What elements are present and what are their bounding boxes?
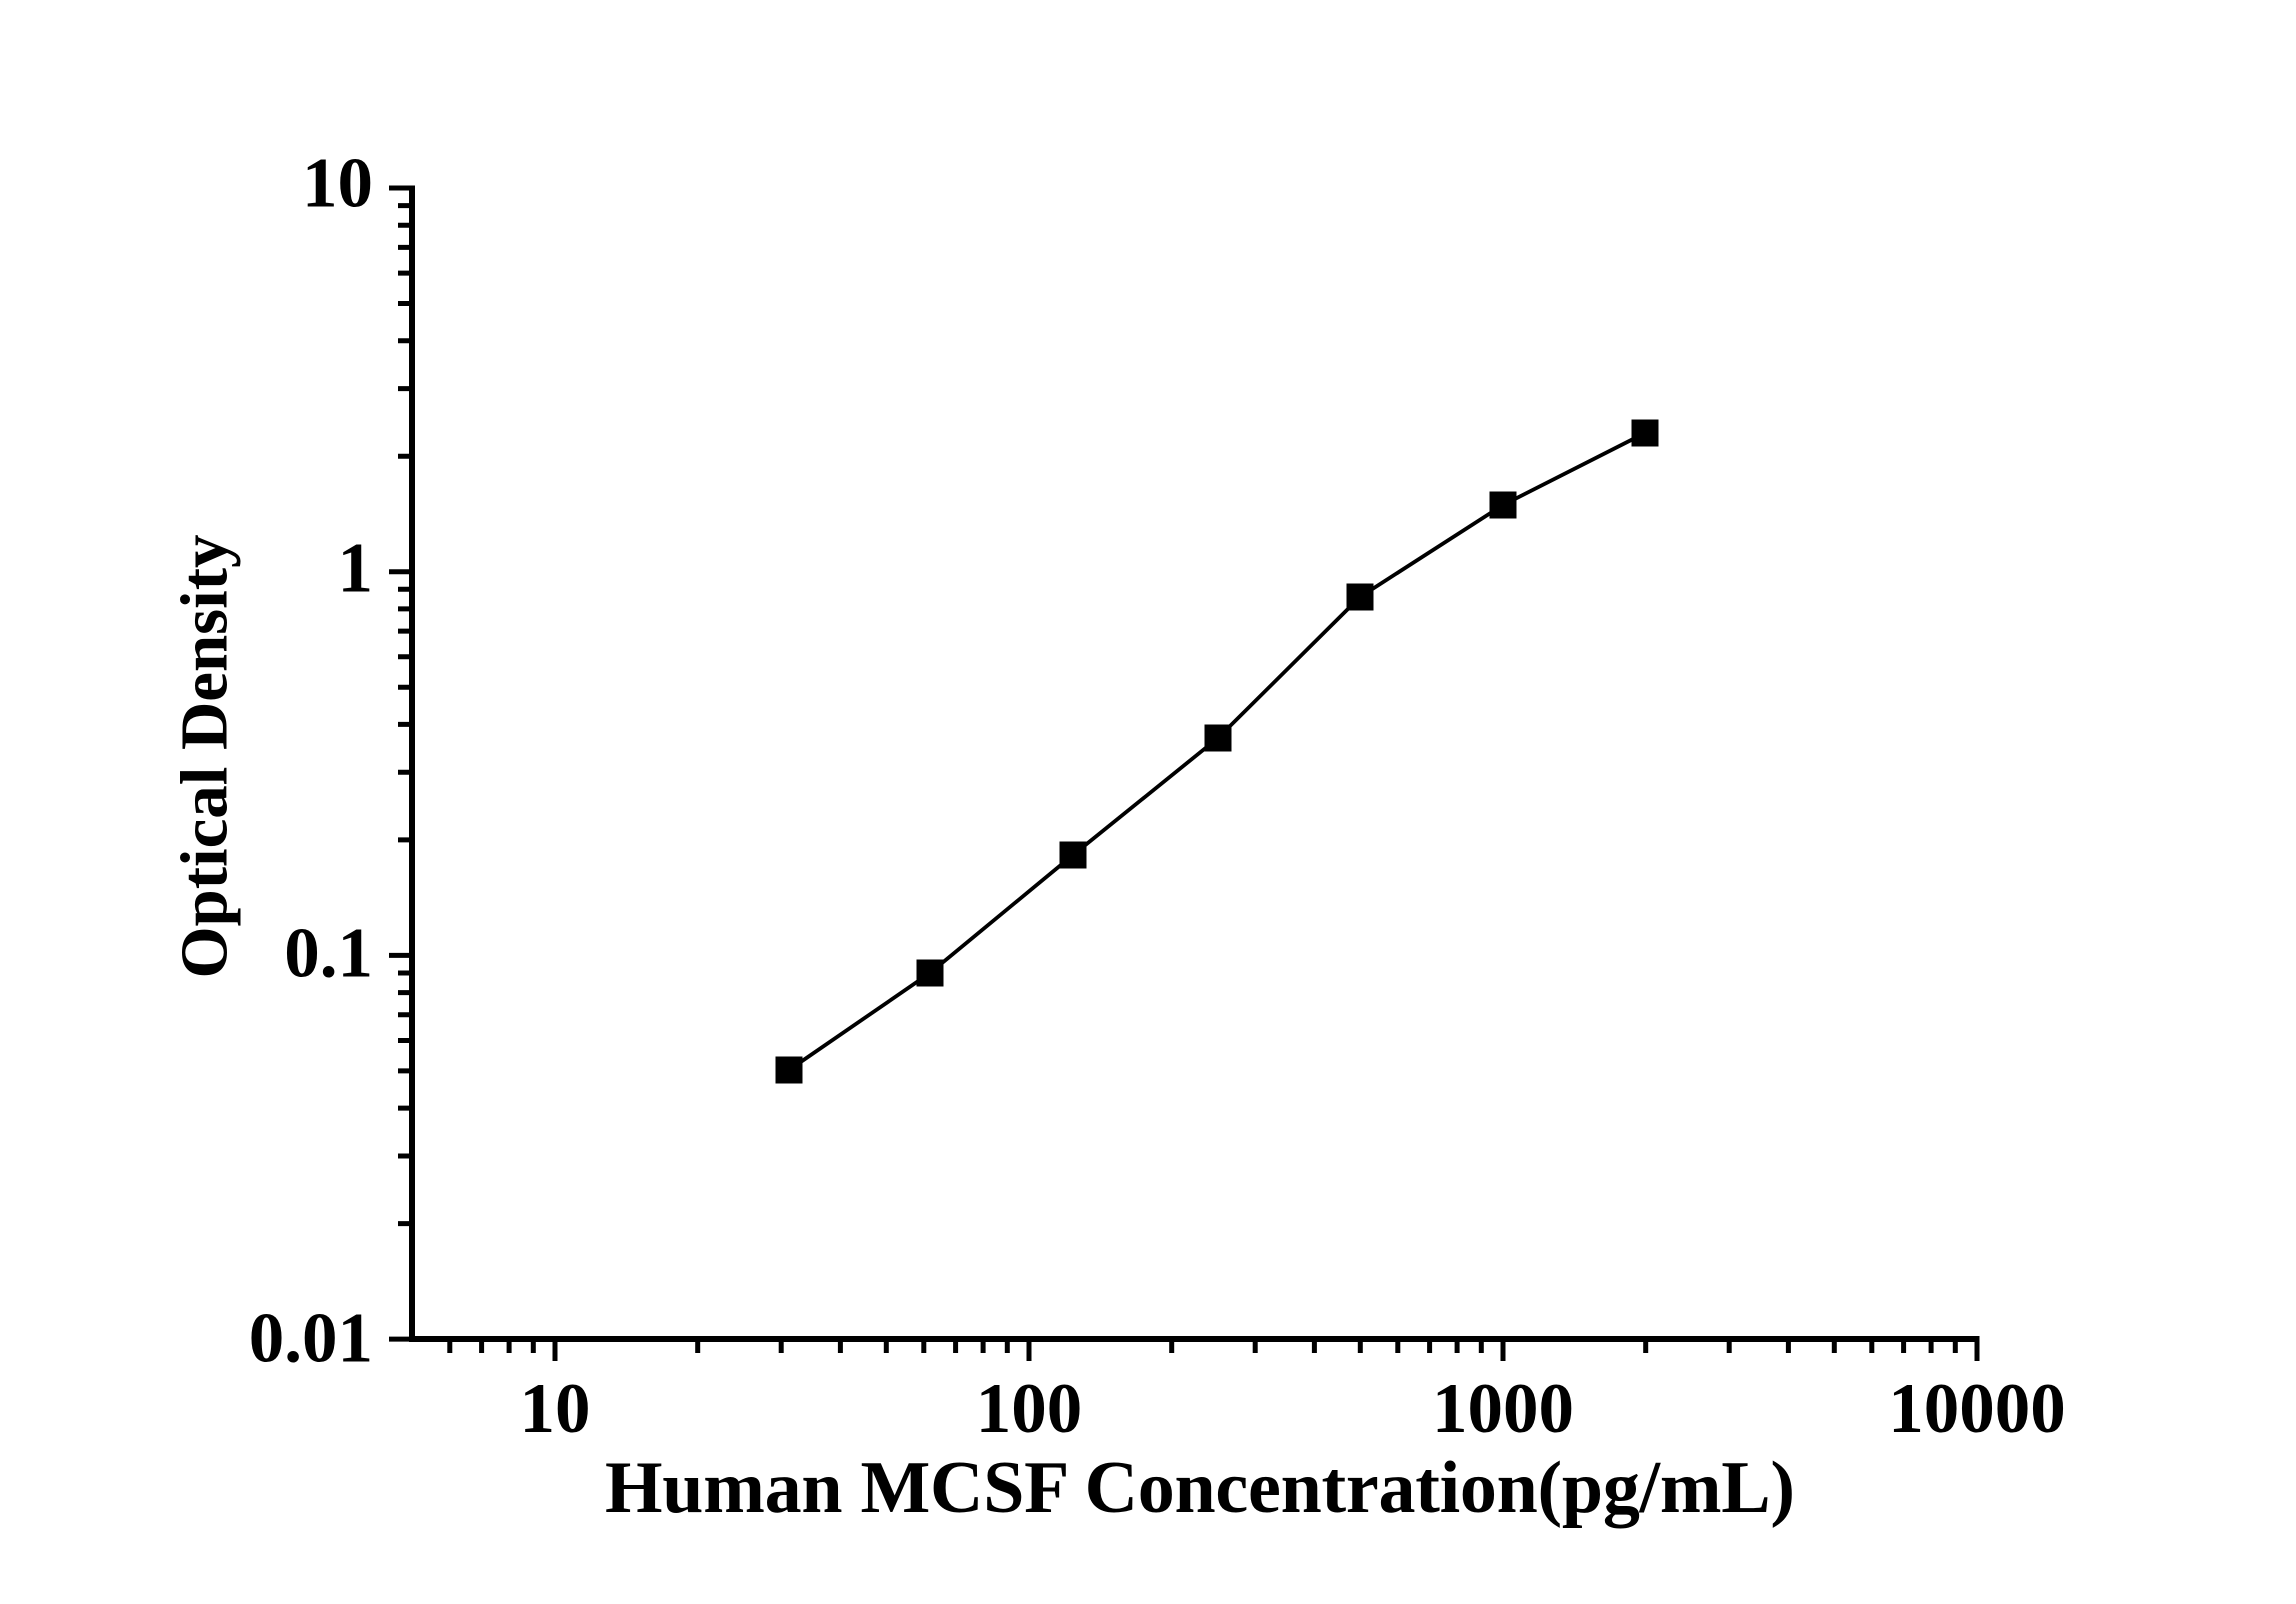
svg-text:100: 100	[976, 1370, 1083, 1448]
svg-text:1: 1	[338, 530, 374, 608]
svg-text:10: 10	[520, 1370, 591, 1448]
svg-text:0.1: 0.1	[284, 915, 373, 993]
svg-text:1000: 1000	[1432, 1370, 1574, 1448]
svg-text:10000: 10000	[1888, 1370, 2066, 1448]
svg-text:Optical Density: Optical Density	[168, 535, 242, 979]
svg-text:Human MCSF Concentration(pg/mL: Human MCSF Concentration(pg/mL)	[605, 1447, 1795, 1529]
svg-text:10: 10	[302, 145, 373, 223]
svg-text:0.01: 0.01	[249, 1300, 373, 1378]
